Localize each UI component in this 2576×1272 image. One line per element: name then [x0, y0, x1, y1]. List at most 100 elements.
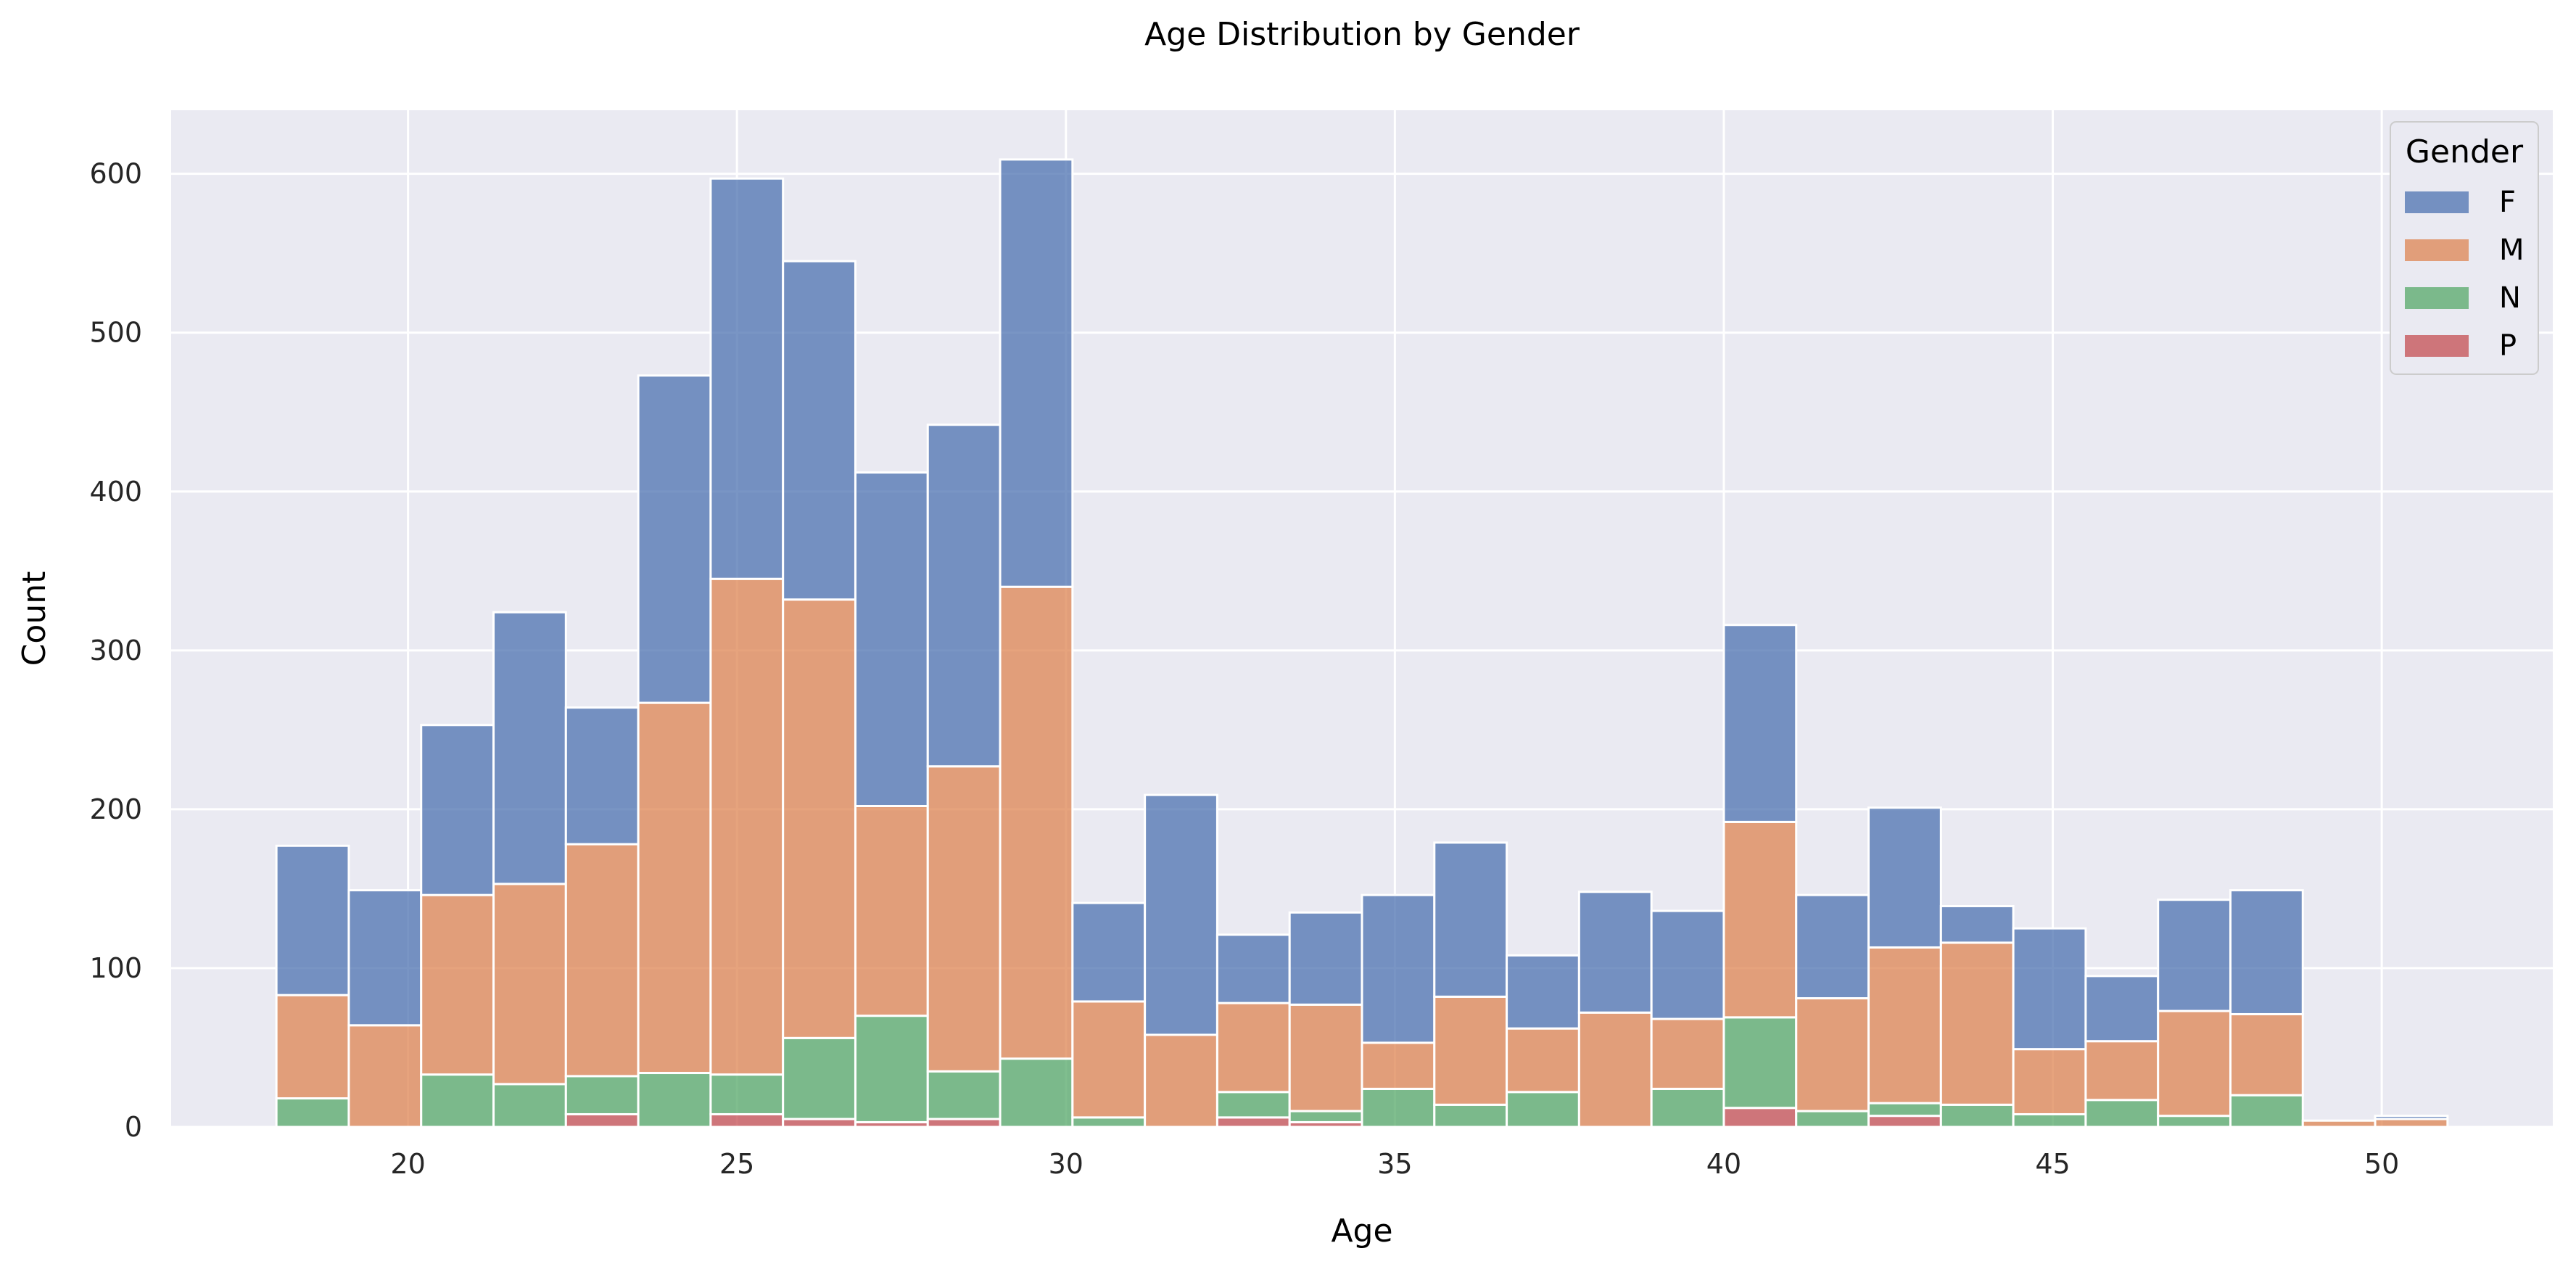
bar-F	[492, 611, 567, 885]
legend-swatch	[2405, 191, 2469, 213]
x-axis-label: Age	[1331, 1213, 1392, 1250]
bar-P	[709, 1112, 785, 1128]
bar-N	[782, 1036, 856, 1120]
y-tick-label: 0	[125, 1111, 142, 1143]
x-tick-label: 40	[1706, 1148, 1741, 1180]
y-tick-label: 600	[89, 158, 142, 190]
bar-N	[2084, 1099, 2160, 1128]
legend-swatch	[2405, 239, 2469, 261]
legend-title: Gender	[2406, 133, 2524, 170]
bar-M	[854, 804, 929, 1017]
x-tick-label: 30	[1049, 1148, 1083, 1180]
bar-N	[492, 1083, 567, 1128]
bar-N	[926, 1070, 1002, 1120]
bar-M	[1795, 997, 1870, 1112]
bar-N	[1939, 1103, 2015, 1128]
bar-M	[1939, 941, 2015, 1106]
bar-M	[999, 585, 1074, 1060]
bar-M	[2301, 1119, 2377, 1128]
bar-M	[564, 843, 640, 1078]
legend-label: P	[2499, 329, 2517, 363]
bar-F	[564, 706, 640, 846]
bar-P	[1722, 1107, 1798, 1128]
bar-M	[2012, 1048, 2087, 1115]
bar-N	[1650, 1087, 1725, 1128]
bar-F	[1867, 806, 1942, 949]
bar-F	[1939, 905, 2015, 944]
bar-F	[637, 374, 712, 704]
bar-F	[2157, 899, 2232, 1012]
y-axis-ticks: 0 100 200 300 400 500 600	[89, 158, 142, 1143]
bar-M	[1577, 1011, 1653, 1128]
bar-M	[1215, 1002, 1291, 1094]
bar-N	[1288, 1110, 1363, 1123]
bar-N	[275, 1097, 350, 1128]
legend-label: N	[2499, 281, 2521, 315]
y-tick-label: 200	[89, 793, 142, 825]
chart-title: Age Distribution by Gender	[1144, 16, 1580, 53]
bar-N	[1722, 1016, 1798, 1110]
bar-P	[1215, 1116, 1291, 1128]
x-tick-label: 20	[390, 1148, 425, 1180]
bar-N	[420, 1073, 495, 1128]
x-tick-label: 45	[2035, 1148, 2070, 1180]
legend-swatch	[2405, 287, 2469, 309]
bar-F	[1144, 793, 1218, 1036]
bar-N	[1867, 1102, 1942, 1118]
bar-N	[2229, 1094, 2304, 1128]
histogram-bars	[275, 158, 2449, 1128]
x-tick-label: 35	[1377, 1148, 1412, 1180]
bar-F	[1577, 891, 1653, 1014]
bar-F	[1361, 893, 1436, 1044]
bar-F	[2012, 927, 2087, 1051]
bar-M	[420, 893, 495, 1076]
bar-N	[1071, 1116, 1147, 1128]
bar-N	[1361, 1087, 1436, 1128]
bar-F	[926, 424, 1002, 768]
bar-F	[2084, 975, 2160, 1043]
y-tick-label: 300	[89, 635, 142, 666]
bar-M	[1288, 1003, 1363, 1112]
x-tick-label: 25	[719, 1148, 754, 1180]
bar-P	[1867, 1115, 1942, 1128]
bar-P	[564, 1112, 640, 1128]
bar-F	[1722, 624, 1798, 823]
bar-M	[1433, 995, 1508, 1106]
bar-N	[1506, 1091, 1580, 1128]
bar-F	[347, 889, 423, 1027]
y-tick-label: 500	[89, 317, 142, 349]
bar-M	[1071, 1000, 1147, 1119]
bar-F	[275, 844, 350, 996]
bar-N	[1433, 1103, 1508, 1128]
bar-N	[999, 1057, 1074, 1128]
bar-M	[492, 883, 567, 1086]
bar-N	[564, 1075, 640, 1115]
y-tick-label: 400	[89, 476, 142, 508]
bar-M	[1361, 1041, 1436, 1090]
bar-M	[709, 577, 785, 1076]
bar-N	[2012, 1112, 2087, 1128]
bar-F	[1650, 909, 1725, 1020]
bar-F	[420, 724, 495, 896]
legend-swatch	[2405, 335, 2469, 357]
legend-label: M	[2499, 234, 2525, 267]
bar-N	[1795, 1110, 1870, 1128]
bar-M	[637, 701, 712, 1075]
bar-M	[275, 994, 350, 1100]
bar-M	[1722, 820, 1798, 1019]
bar-F	[999, 158, 1074, 588]
bar-F	[1215, 933, 1291, 1004]
bar-F	[1071, 901, 1147, 1003]
bar-M	[1650, 1017, 1725, 1090]
bar-F	[2229, 889, 2304, 1015]
bar-F	[1433, 841, 1508, 998]
bar-M	[1867, 946, 1942, 1104]
bar-N	[709, 1073, 785, 1115]
bar-F	[782, 260, 856, 601]
bar-M	[1506, 1027, 1580, 1094]
bar-P	[782, 1118, 856, 1128]
bar-N	[854, 1015, 929, 1123]
bar-F	[2374, 1115, 2449, 1120]
